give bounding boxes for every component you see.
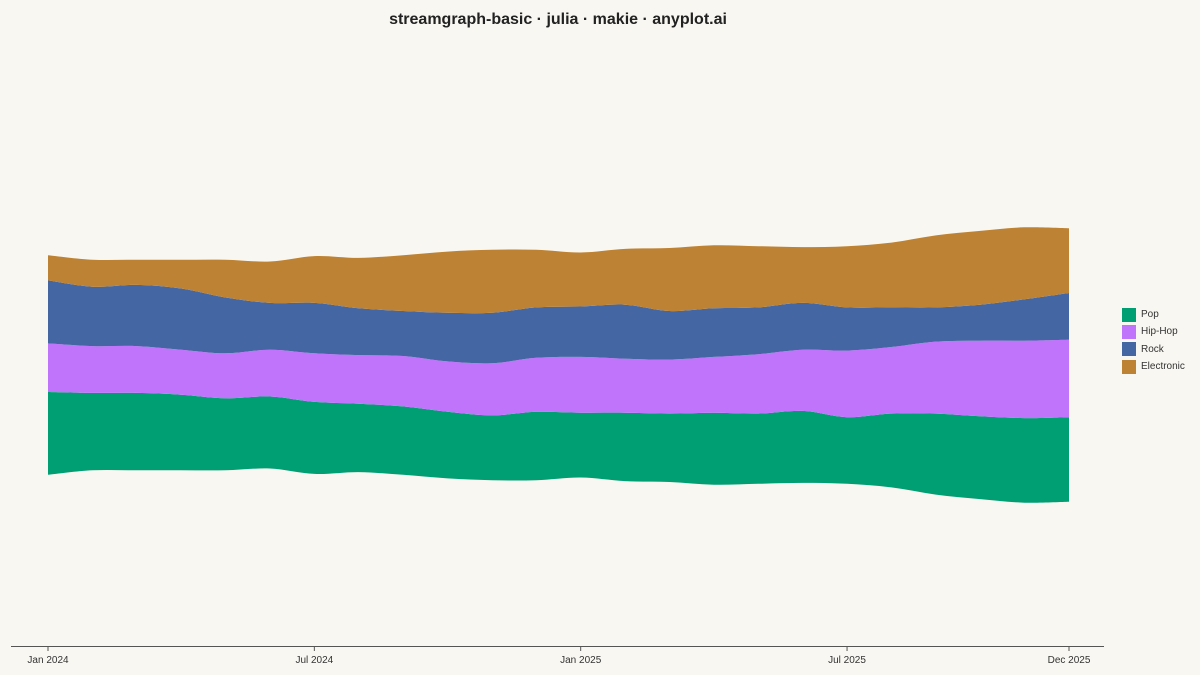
legend-label: Rock [1141,343,1164,355]
stream-layer-electronic [48,227,1069,314]
legend-label: Hip-Hop [1141,326,1178,338]
chart-title: streamgraph-basic · julia · makie · anyp… [389,11,727,28]
legend-swatch [1122,307,1136,322]
legend: Pop Hip-Hop Rock Electronic [1122,306,1185,376]
stream-layer-hip-hop [48,339,1069,419]
legend-swatch [1122,342,1136,357]
legend-item-pop: Pop [1122,306,1185,323]
legend-label: Electronic [1141,361,1185,373]
stream-layers [48,227,1069,503]
stream-layer-pop [48,392,1069,503]
legend-item-hip-hop: Hip-Hop [1122,323,1185,340]
x-axis-ticks: Jan 2024 Jul 2024 Jan 2025 Jul 2025 Dec 2025 [27,646,1091,666]
x-tick-label: Jan 2024 [27,655,69,666]
x-tick-label: Jul 2024 [295,655,333,666]
legend-swatch [1122,324,1136,339]
legend-item-rock: Rock [1122,341,1185,358]
x-tick-label: Dec 2025 [1048,655,1091,666]
legend-item-electronic: Electronic [1122,358,1185,375]
x-tick-label: Jul 2025 [828,655,866,666]
legend-label: Pop [1141,309,1159,320]
x-tick-label: Jan 2025 [560,655,602,666]
legend-swatch [1122,359,1136,374]
stream-layer-rock [48,280,1069,364]
